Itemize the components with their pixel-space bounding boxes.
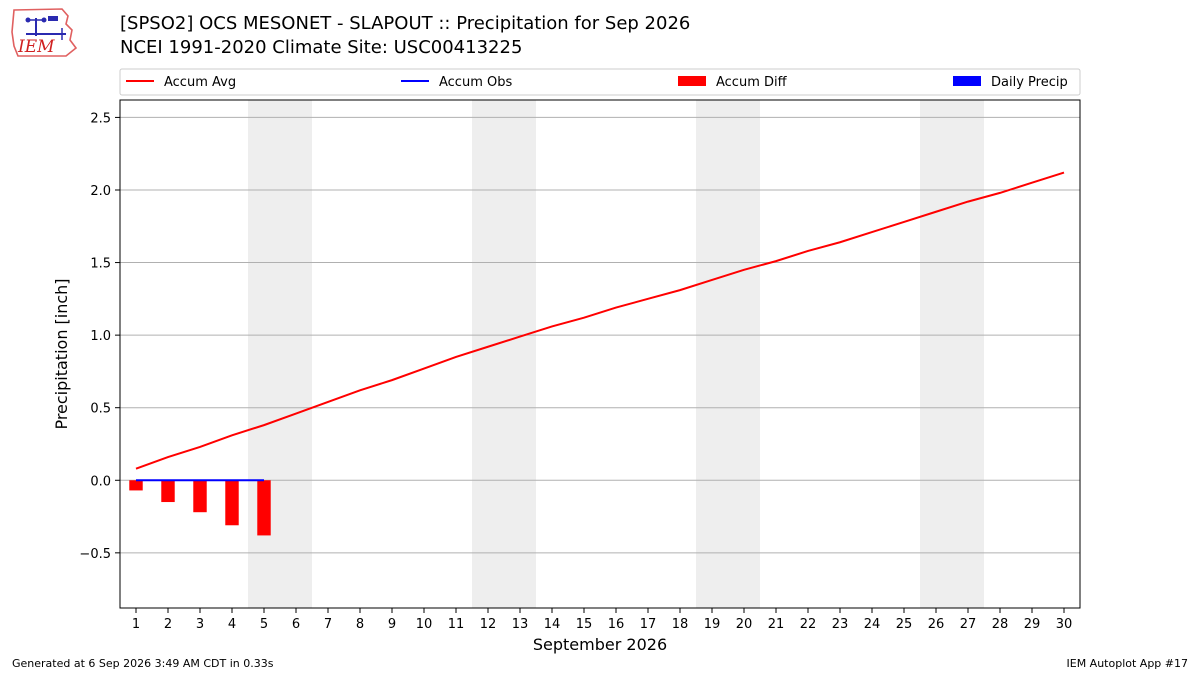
y-axis-label: Precipitation [inch] <box>52 278 71 429</box>
legend-label: Accum Obs <box>439 75 512 90</box>
x-tick-label: 2 <box>164 617 172 632</box>
x-axis-ticks: 1 2 3 4 5 6 7 8 9 10 11 12 13 14 15 16 17 18 19 20 21 22 23 24 2… <box>132 608 1072 632</box>
legend-label: Accum Avg <box>164 75 236 90</box>
weekend-shading <box>248 100 984 608</box>
weekend-shade-2 <box>696 100 760 608</box>
x-tick-label: 18 <box>672 617 689 632</box>
app-name: IEM Autoplot App #17 <box>1066 657 1189 670</box>
x-axis-label: September 2026 <box>533 635 667 654</box>
x-tick-label: 22 <box>800 617 817 632</box>
accum-avg-line <box>135 171 1065 470</box>
legend: Accum Avg Accum Obs Accum Diff Daily Precip <box>119 68 1081 96</box>
x-tick-label: 5 <box>260 617 268 632</box>
legend-label: Daily Precip <box>991 75 1068 90</box>
x-tick-label: 3 <box>196 617 204 632</box>
series-lines <box>135 171 1065 482</box>
y-tick-label: 0.0 <box>90 474 111 489</box>
x-tick-label: 30 <box>1056 617 1073 632</box>
accum-diff-bar-3 <box>193 480 207 513</box>
x-tick-label: 23 <box>832 617 849 632</box>
x-tick-label: 19 <box>704 617 721 632</box>
chart-title: [SPSO2] OCS MESONET - SLAPOUT :: Precipi… <box>120 13 691 34</box>
legend-swatch-2 <box>678 76 706 86</box>
y-tick-label: 2.5 <box>90 111 111 126</box>
weekend-shade-3 <box>920 100 984 608</box>
y-axis-ticks: −0.5 0.0 0.5 1.0 1.5 2.0 2.5 <box>79 111 120 562</box>
plot-frame <box>119 99 1081 609</box>
x-tick-label: 21 <box>768 617 785 632</box>
legend-frame <box>119 68 1081 96</box>
x-tick-label: 9 <box>388 617 396 632</box>
x-tick-label: 11 <box>448 617 465 632</box>
y-tick-label: 1.5 <box>90 257 111 272</box>
legend-swatch-3 <box>953 76 981 86</box>
legend-label: Accum Diff <box>716 75 788 90</box>
x-tick-label: 4 <box>228 617 236 632</box>
x-tick-label: 28 <box>992 617 1009 632</box>
y-tick-label: 0.5 <box>90 402 111 417</box>
grid-lines <box>120 116 1080 554</box>
accum-diff-bar-1 <box>129 480 143 491</box>
generated-timestamp: Generated at 6 Sep 2026 3:49 AM CDT in 0… <box>12 657 274 670</box>
x-tick-label: 29 <box>1024 617 1041 632</box>
accum-diff-bars <box>129 480 271 536</box>
x-tick-label: 24 <box>864 617 881 632</box>
x-tick-label: 16 <box>608 617 625 632</box>
x-tick-label: 6 <box>292 617 300 632</box>
accum-diff-bar-2 <box>161 480 175 503</box>
x-tick-label: 25 <box>896 617 913 632</box>
y-tick-label: 1.0 <box>90 329 111 344</box>
accum-diff-bar-5 <box>257 480 271 536</box>
iem-logo: IEM <box>11 8 78 57</box>
x-tick-label: 8 <box>356 617 364 632</box>
logo-text: IEM <box>17 37 55 57</box>
weekend-shade-1 <box>472 100 536 608</box>
x-tick-label: 17 <box>640 617 657 632</box>
y-tick-label: 2.0 <box>90 184 111 199</box>
x-tick-label: 12 <box>480 617 497 632</box>
x-tick-label: 26 <box>928 617 945 632</box>
x-tick-label: 13 <box>512 617 529 632</box>
accum-diff-bar-4 <box>225 480 239 526</box>
x-tick-label: 14 <box>544 617 561 632</box>
y-tick-label: −0.5 <box>79 547 111 562</box>
x-tick-label: 27 <box>960 617 977 632</box>
x-tick-label: 1 <box>132 617 140 632</box>
x-tick-label: 15 <box>576 617 593 632</box>
chart-subtitle: NCEI 1991-2020 Climate Site: USC00413225 <box>120 37 523 58</box>
x-tick-label: 7 <box>324 617 332 632</box>
x-tick-label: 10 <box>416 617 433 632</box>
x-tick-label: 20 <box>736 617 753 632</box>
